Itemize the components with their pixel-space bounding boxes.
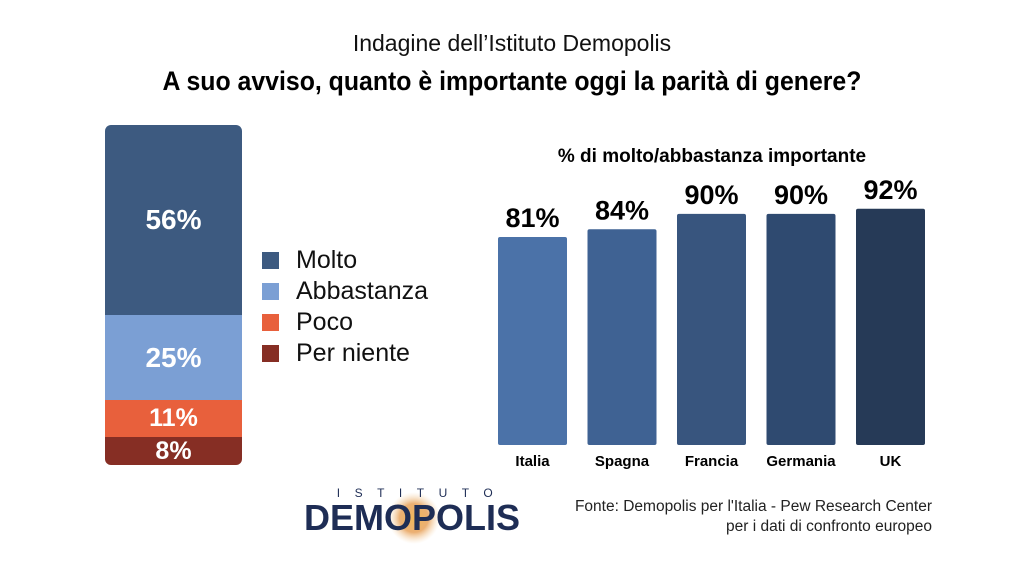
stack-segment-label: 8% [155, 436, 192, 465]
bar-value-label-germania: 90% [774, 180, 828, 210]
bar-value-label-francia: 90% [684, 180, 738, 210]
category-label-germania: Germania [766, 453, 836, 470]
bar-uk [856, 208, 925, 445]
country-bar-chart: 81% Italia 84% Spagna 90% Francia 90% Germania 9… [498, 180, 925, 470]
stack-segment-label: 56% [145, 204, 202, 235]
survey-source-title: Indagine dell’Istituto Demopolis [352, 30, 672, 56]
stack-segment-per-niente: 8% [105, 437, 242, 465]
legend-swatch-poco [262, 314, 279, 331]
category-label-francia: Francia [685, 453, 739, 470]
stacked-bar-chart: 56% 25% 11% 8% [105, 125, 242, 465]
legend-label-abbastanza: Abbastanza [296, 277, 429, 305]
legend-swatch-abbastanza [262, 283, 279, 300]
legend-swatch-molto [262, 252, 279, 269]
bar-value-label-uk: 92% [863, 180, 917, 205]
category-label-italia: Italia [515, 453, 550, 470]
question-title: A suo avviso, quanto è importante oggi l… [162, 66, 862, 96]
source-footnote: Fonte: Demopolis per l'Italia - Pew Rese… [560, 497, 932, 537]
legend-item-poco: Poco [262, 307, 428, 338]
bar-germania [766, 213, 836, 445]
stack-segment-label: 11% [149, 404, 198, 432]
legend-label-molto: Molto [296, 246, 358, 274]
bar-italia [498, 237, 567, 445]
demopolis-logo: ISTITUTO DEMOPOLIS [304, 486, 520, 544]
logo-top-text: ISTITUTO [337, 486, 507, 500]
footnote-line-1: Fonte: Demopolis per l'Italia - Pew Rese… [574, 498, 932, 515]
bar-value-label-spagna: 84% [595, 195, 649, 225]
bar-value-label-italia: 81% [505, 203, 559, 233]
legend-item-molto: Molto [262, 245, 428, 276]
category-label-uk: UK [880, 453, 902, 470]
stack-segment-abbastanza: 25% [105, 315, 242, 400]
legend-label-poco: Poco [296, 308, 353, 336]
legend-label-per-niente: Per niente [296, 339, 410, 367]
category-label-spagna: Spagna [595, 453, 650, 470]
bar-francia [677, 213, 746, 445]
legend: Molto Abbastanza Poco Per niente [262, 245, 428, 369]
bar-chart-title: % di molto/abbastanza importante [557, 146, 867, 167]
legend-item-abbastanza: Abbastanza [262, 276, 428, 307]
legend-item-per-niente: Per niente [262, 338, 428, 369]
stack-segment-poco: 11% [105, 400, 242, 437]
bar-spagna [587, 229, 657, 445]
stack-segment-label: 25% [145, 341, 202, 373]
stack-segment-molto: 56% [105, 125, 242, 315]
logo-sun-glow [388, 492, 440, 544]
legend-swatch-per-niente [262, 345, 279, 362]
footnote-line-2: per i dati di confronto europeo [726, 518, 932, 535]
logo-main-text: DEMOPOLIS [304, 497, 520, 538]
